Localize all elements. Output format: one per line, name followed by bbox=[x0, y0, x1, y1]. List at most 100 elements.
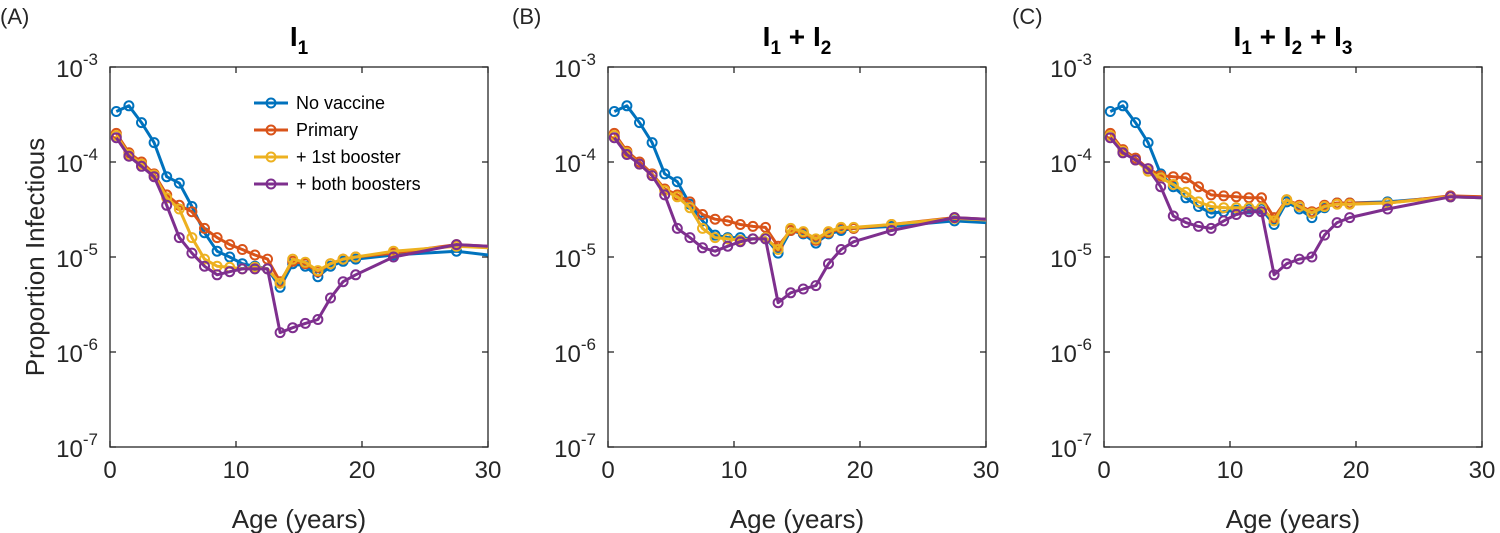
y-tick-label: 10-4 bbox=[56, 145, 98, 178]
panel-letter-label: (C) bbox=[1012, 4, 1043, 29]
panel-title: I1 + I2 bbox=[763, 21, 832, 59]
x-tick-label: 20 bbox=[847, 457, 874, 484]
data-point bbox=[1331, 198, 1343, 210]
panel-letter-label: (B) bbox=[512, 4, 541, 29]
data-point bbox=[110, 106, 122, 117]
data-point bbox=[1193, 196, 1204, 208]
data-point bbox=[684, 202, 696, 214]
data-point bbox=[671, 176, 683, 188]
data-point bbox=[1230, 202, 1242, 214]
data-point bbox=[646, 137, 658, 149]
data-point bbox=[110, 132, 122, 144]
data-point bbox=[211, 269, 223, 281]
data-point bbox=[835, 244, 847, 255]
y-tick-label: 10-6 bbox=[554, 335, 596, 368]
legend-item: Primary bbox=[254, 120, 358, 140]
data-point bbox=[173, 177, 185, 189]
data-point bbox=[760, 233, 771, 245]
x-tick-label: 30 bbox=[475, 457, 502, 484]
data-point bbox=[325, 292, 336, 304]
legend-swatch-marker bbox=[265, 151, 277, 163]
data-point bbox=[1104, 132, 1116, 144]
data-point bbox=[722, 215, 734, 227]
data-point bbox=[634, 117, 645, 129]
data-point bbox=[797, 283, 809, 295]
x-tick-label: 30 bbox=[973, 457, 1000, 484]
data-point bbox=[772, 297, 784, 309]
data-point bbox=[350, 251, 362, 263]
data-point bbox=[608, 106, 620, 117]
panel-3: 10-7 10-6 10-5 10-4 10-3 0 10 20 30 Age (years) (C… bbox=[1012, 4, 1495, 533]
data-point bbox=[760, 221, 771, 233]
plot-area-border bbox=[607, 66, 987, 448]
data-point bbox=[621, 149, 633, 160]
series--both-boosters bbox=[1104, 132, 1483, 281]
data-point bbox=[1205, 207, 1217, 219]
data-point bbox=[671, 222, 683, 234]
data-point bbox=[161, 199, 173, 211]
data-point bbox=[1319, 229, 1330, 241]
data-point bbox=[1306, 251, 1318, 263]
y-tick-label: 10-7 bbox=[554, 430, 596, 463]
x-axis-label: Age (years) bbox=[1226, 504, 1360, 533]
panel-letter-label: (A) bbox=[0, 4, 29, 29]
data-point bbox=[1180, 172, 1192, 184]
data-point bbox=[621, 100, 633, 112]
series--both-boosters bbox=[110, 132, 489, 339]
legend: No vaccine Primary + 1st booster + both boo… bbox=[254, 93, 421, 194]
data-point bbox=[236, 263, 248, 275]
data-point bbox=[388, 251, 399, 263]
data-point bbox=[1205, 222, 1217, 234]
data-point bbox=[886, 225, 897, 236]
data-point bbox=[1256, 206, 1267, 218]
data-point bbox=[136, 160, 147, 172]
data-point bbox=[287, 322, 299, 334]
data-point bbox=[1344, 212, 1356, 224]
legend-swatch-marker bbox=[265, 97, 277, 109]
panel-1: 10-7 10-6 10-5 10-4 10-3 0 10 20 30 Age (years) Pr… bbox=[0, 4, 501, 533]
x-tick-label: 10 bbox=[1217, 457, 1244, 484]
y-tick-label: 10-7 bbox=[56, 430, 98, 463]
data-point bbox=[148, 171, 160, 183]
data-point bbox=[797, 226, 809, 238]
x-axis-label: Age (years) bbox=[730, 504, 864, 533]
data-point bbox=[949, 212, 960, 224]
data-point bbox=[274, 277, 286, 289]
data-point bbox=[161, 171, 173, 183]
data-point bbox=[1167, 171, 1179, 183]
data-point bbox=[646, 170, 658, 182]
data-point bbox=[734, 219, 746, 230]
data-point bbox=[1167, 210, 1179, 222]
data-point bbox=[325, 258, 336, 270]
data-point bbox=[1445, 191, 1456, 203]
data-point bbox=[1243, 206, 1255, 218]
data-point bbox=[1205, 201, 1217, 212]
legend-label: Primary bbox=[296, 120, 358, 140]
data-point bbox=[1218, 190, 1230, 202]
series--1st-booster bbox=[1104, 130, 1483, 227]
data-point bbox=[734, 236, 746, 248]
data-point bbox=[186, 206, 198, 218]
data-point bbox=[337, 276, 349, 288]
data-point bbox=[1167, 179, 1179, 190]
data-point bbox=[1130, 117, 1141, 129]
y-tick-label: 10-6 bbox=[1050, 335, 1092, 368]
data-point bbox=[1293, 253, 1305, 265]
data-point bbox=[236, 244, 248, 255]
data-point bbox=[262, 263, 273, 275]
data-point bbox=[224, 239, 236, 251]
data-point bbox=[199, 253, 210, 265]
y-tick-label: 10-4 bbox=[554, 145, 596, 178]
y-tick-label: 10-3 bbox=[56, 50, 98, 83]
data-point bbox=[1180, 217, 1192, 229]
data-point bbox=[823, 226, 834, 238]
data-point bbox=[1293, 201, 1305, 212]
data-point bbox=[148, 137, 160, 149]
data-point bbox=[299, 317, 311, 329]
x-tick-label: 0 bbox=[103, 457, 116, 484]
data-point bbox=[123, 100, 135, 112]
y-tick-label: 10-5 bbox=[1050, 240, 1092, 273]
data-point bbox=[1193, 181, 1204, 193]
series--1st-booster bbox=[608, 130, 987, 255]
data-point bbox=[123, 150, 135, 162]
